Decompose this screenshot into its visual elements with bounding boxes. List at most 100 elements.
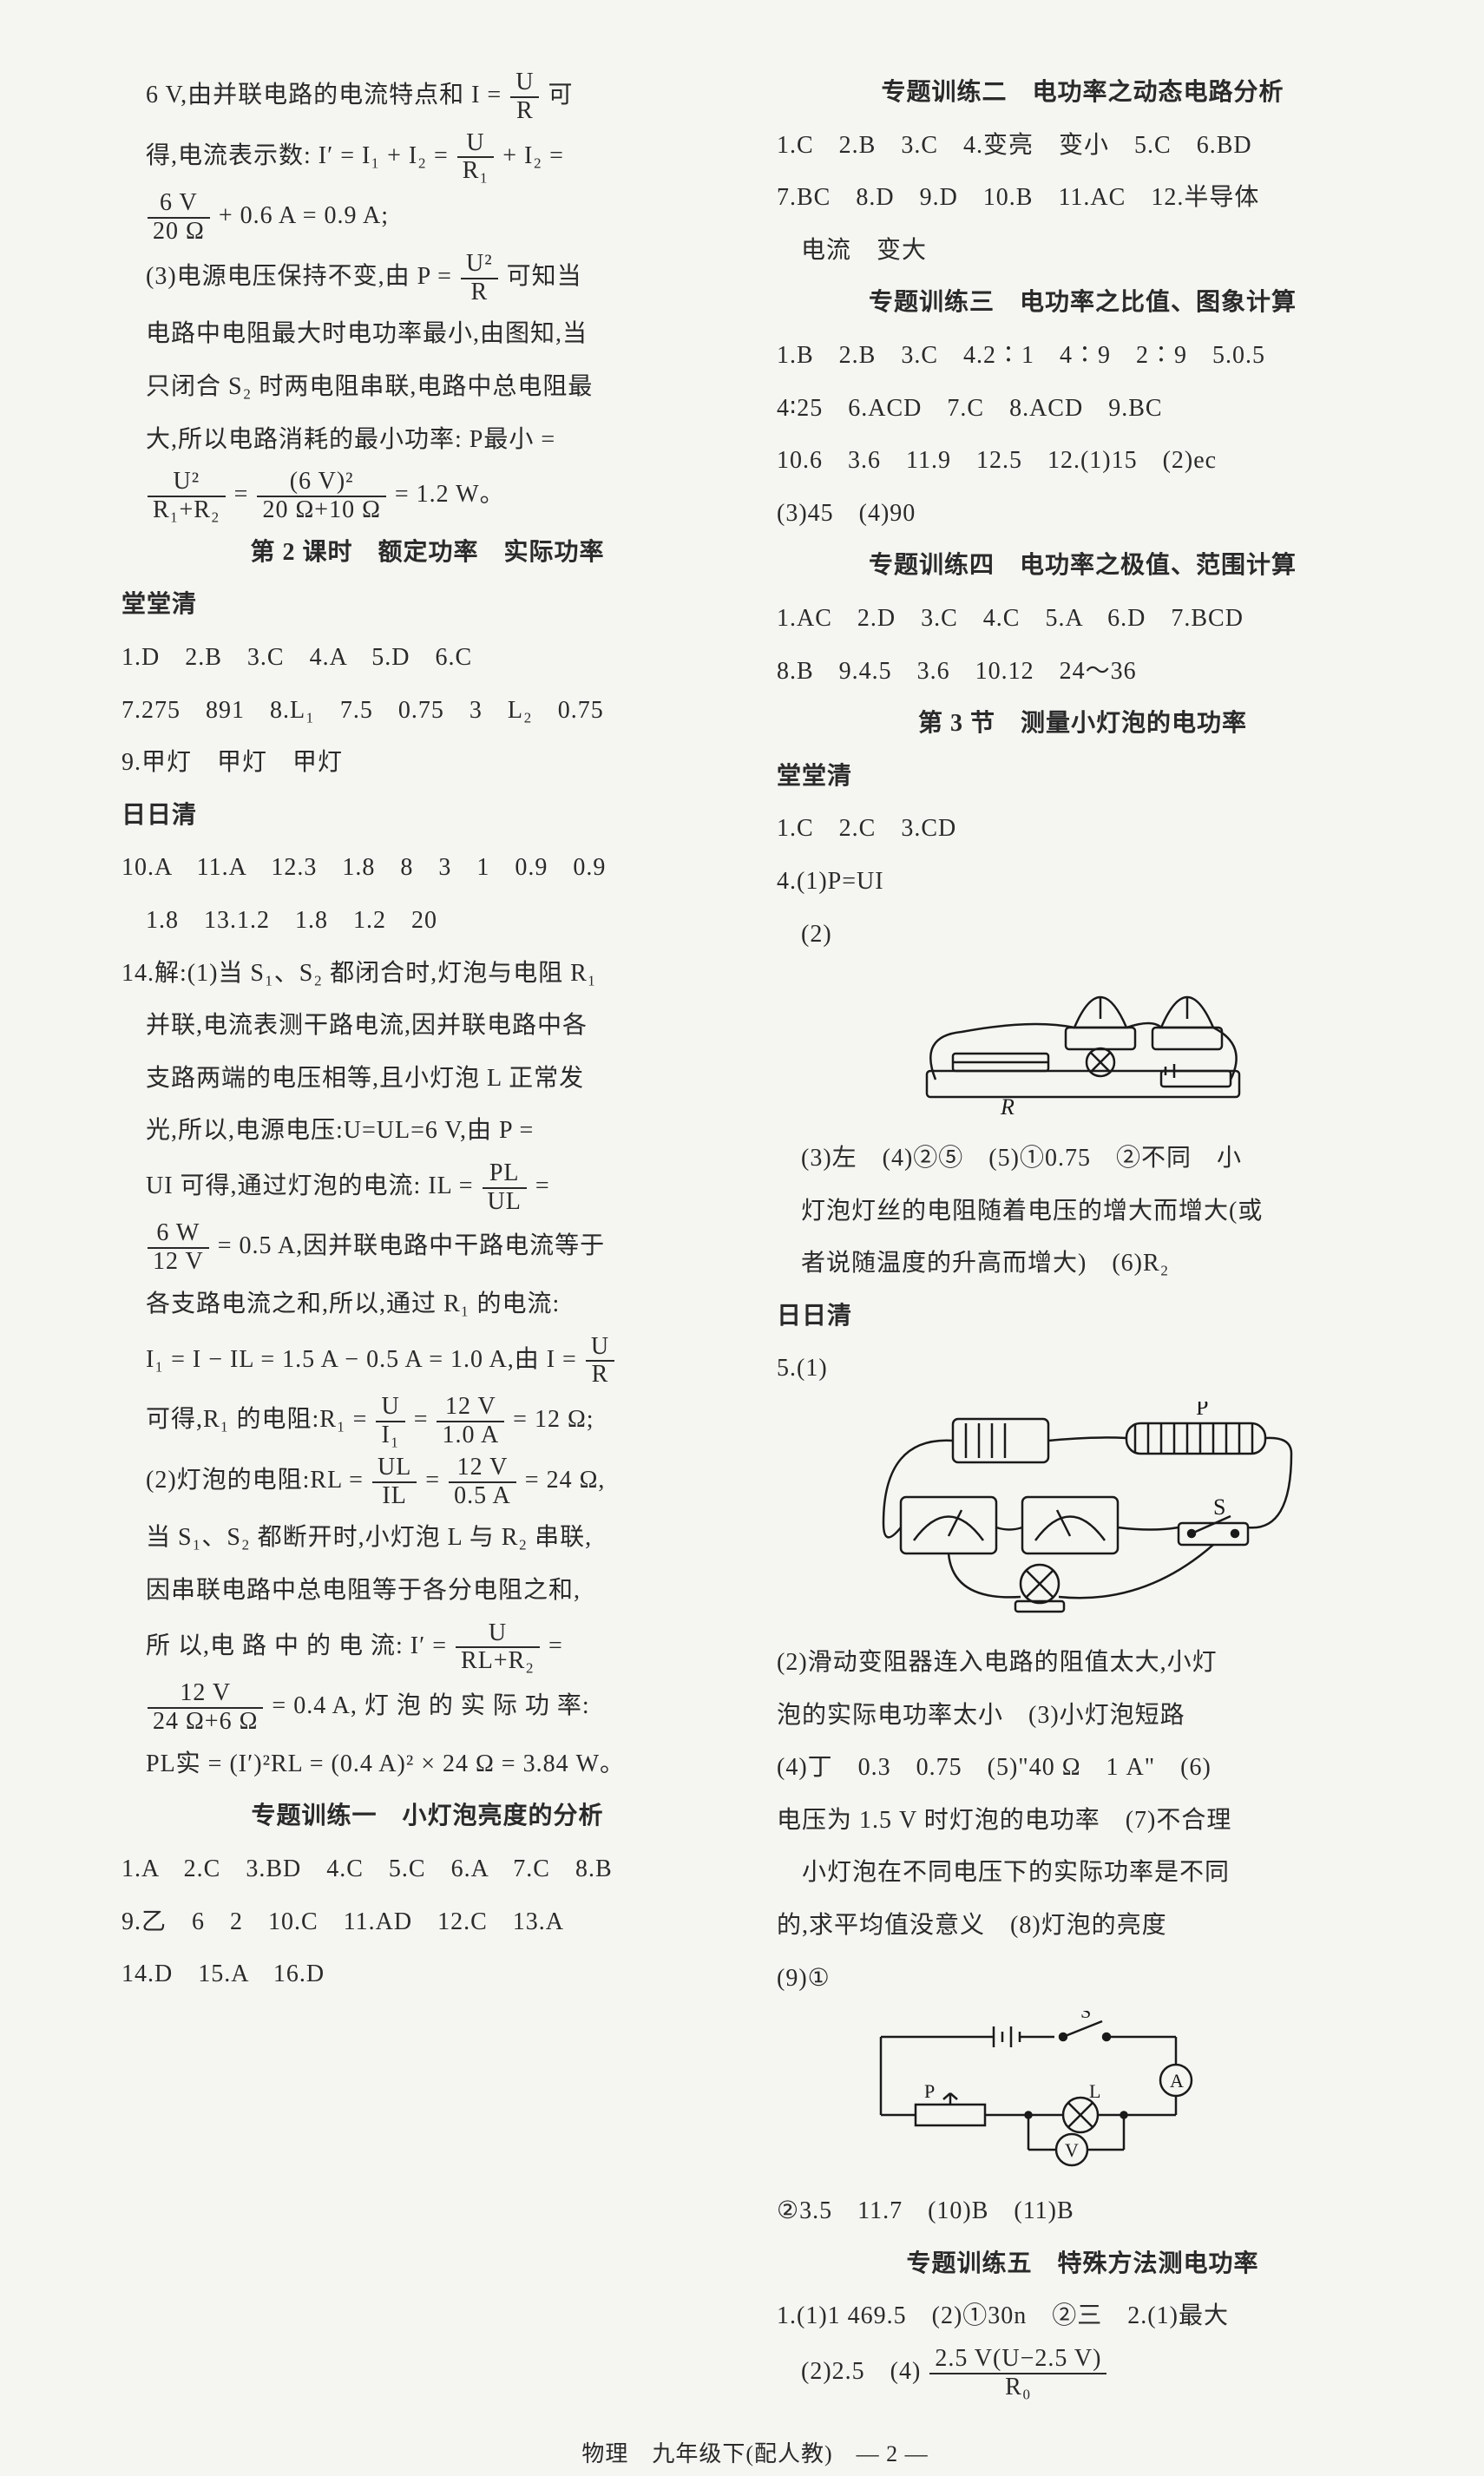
svg-text:R: R [1000, 1094, 1015, 1120]
answer-line: 9.甲灯 甲灯 甲灯 [121, 739, 733, 787]
answer-line: 各支路电流之和,所以,通过 R₁ 的电流: [121, 1281, 733, 1329]
svg-text:P: P [1196, 1402, 1209, 1420]
answer-line: 1.8 13.1.2 1.8 1.2 20 [121, 897, 733, 945]
text: 6 V,由并联电路的电流特点和 I = [146, 82, 502, 108]
text: I₁ = I − IL = 1.5 A − 0.5 A = 1.0 A,由 I … [146, 1346, 577, 1373]
answer-line: 4.(1)P=UI [777, 858, 1389, 906]
answer-line: 7.BC 8.D 9.D 10.B 11.AC 12.半导体 [777, 174, 1389, 222]
answer-line: 泡的实际电功率太小 (3)小灯泡短路 [777, 1692, 1389, 1740]
text-line: 所 以,电 路 中 的 电 流: I′ = URL+R₂ = [121, 1620, 733, 1676]
svg-text:S: S [1080, 2011, 1092, 2022]
answer-line: (3)45 (4)90 [777, 490, 1389, 538]
svg-text:P: P [924, 2080, 936, 2102]
answer-line: 当 S₁、S₂ 都断开时,小灯泡 L 与 R₂ 串联, [121, 1514, 733, 1562]
answer-line: (2)滑动变阻器连入电路的阻值太大,小灯 [777, 1639, 1389, 1687]
fraction: (6 V)²20 Ω+10 Ω [257, 469, 385, 524]
text: = 1.2 W。 [395, 481, 505, 508]
answer-line: 1.(1)1 469.5 (2)①30n ②三 2.(1)最大 [777, 2293, 1389, 2341]
answer-line: 小灯泡在不同电压下的实际功率是不同 [777, 1849, 1389, 1897]
answer-line: 并联,电流表测干路电流,因并联电路中各 [121, 1002, 733, 1050]
answer-line: 1.AC 2.D 3.C 4.C 5.A 6.D 7.BCD [777, 595, 1389, 643]
sub-heading: 堂堂清 [121, 581, 733, 629]
text-line: (2)灯泡的电阻:RL = ULIL = 12 V0.5 A = 24 Ω, [121, 1455, 733, 1510]
answer-line: 电压为 1.5 V 时灯泡的电功率 (7)不合理 [777, 1797, 1389, 1845]
answer-line: 10.6 3.6 11.9 12.5 12.(1)15 (2)ec [777, 437, 1389, 485]
text: = [414, 1406, 436, 1433]
text-line: 12 V24 Ω+6 Ω = 0.4 A, 灯 泡 的 实 际 功 率: [121, 1680, 733, 1736]
fraction: URL+R₂ [456, 1620, 540, 1676]
page-content: 6 V,由并联电路的电流特点和 I = UR 可 得,电流表示数: I′ = I… [121, 69, 1389, 2407]
fraction: U²R₁+R₂ [148, 469, 226, 524]
answer-line: 1.C 2.B 3.C 4.变亮 变小 5.C 6.BD [777, 122, 1389, 170]
answer-line: 1.D 2.B 3.C 4.A 5.D 6.C [121, 634, 733, 682]
answer-line: 的,求平均值没意义 (8)灯泡的亮度 [777, 1902, 1389, 1950]
text-line: 可得,R₁ 的电阻:R₁ = UI₁ = 12 V1.0 A = 12 Ω; [121, 1394, 733, 1449]
answer-line: 14.D 15.A 16.D [121, 1951, 733, 1999]
answer-line: 9.乙 6 2 10.C 11.AD 12.C 13.A [121, 1899, 733, 1947]
text: = [425, 1467, 447, 1494]
svg-text:A: A [1170, 2070, 1185, 2092]
circuit-diagram-1-icon: R [901, 967, 1265, 1123]
svg-text:V: V [1065, 2139, 1080, 2161]
text: 可得,R₁ 的电阻:R₁ = [146, 1406, 367, 1433]
section-heading: 专题训练二 电功率之动态电路分析 [777, 69, 1389, 117]
answer-line: 因串联电路中总电阻等于各分电阻之和, [121, 1567, 733, 1615]
answer-line: 7.275 891 8.L₁ 7.5 0.75 3 L₂ 0.75 [121, 687, 733, 735]
text: (3)电源电压保持不变,由 P = [146, 263, 452, 290]
text-line: 6 V,由并联电路的电流特点和 I = UR 可 [121, 69, 733, 125]
text-line: I₁ = I − IL = 1.5 A − 0.5 A = 1.0 A,由 I … [121, 1334, 733, 1389]
fraction: 2.5 V(U−2.5 V)R₀ [929, 2346, 1106, 2401]
answer-line: PL实 = (I′)²RL = (0.4 A)² × 24 Ω = 3.84 W… [121, 1741, 733, 1789]
fraction: 12 V0.5 A [449, 1455, 516, 1510]
fraction: PLUL [483, 1160, 527, 1216]
answer-line: 10.A 11.A 12.3 1.8 8 3 1 0.9 0.9 [121, 844, 733, 892]
answer-line: 4∶25 6.ACD 7.C 8.ACD 9.BC [777, 385, 1389, 433]
text: = [535, 1172, 550, 1199]
section-heading: 专题训练一 小灯泡亮度的分析 [121, 1793, 733, 1841]
text-line: 电路中电阻最大时电功率最小,由图知,当 [121, 311, 733, 358]
answer-line: 灯泡灯丝的电阻随着电压的增大而增大(或 [777, 1188, 1389, 1236]
section-heading: 专题训练三 电功率之比值、图象计算 [777, 279, 1389, 327]
text: = 0.5 A,因并联电路中干路电流等于 [218, 1233, 605, 1260]
answer-line: 支路两端的电压相等,且小灯泡 L 正常发 [121, 1055, 733, 1103]
answer-line: 5.(1) [777, 1345, 1389, 1393]
circuit-diagram-2-icon: P S [849, 1402, 1317, 1627]
answer-line: 光,所以,电源电压:U=UL=6 V,由 P = [121, 1107, 733, 1155]
answer-line: (4)丁 0.3 0.75 (5)"40 Ω 1 A" (6) [777, 1744, 1389, 1792]
fraction: 6 V20 Ω [148, 190, 210, 246]
fraction: UR [586, 1334, 614, 1389]
fraction: ULIL [372, 1455, 417, 1510]
section-heading: 第 3 节 测量小灯泡的电功率 [777, 700, 1389, 748]
answer-line: ②3.5 11.7 (10)B (11)B [777, 2188, 1389, 2236]
answer-line: (2) [777, 911, 1389, 959]
text-line: 6 W12 V = 0.5 A,因并联电路中干路电流等于 [121, 1220, 733, 1276]
answer-line: 者说随温度的升高而增大) (6)R₂ [777, 1240, 1389, 1288]
answer-line: 1.B 2.B 3.C 4.2∶1 4∶9 2∶9 5.0.5 [777, 332, 1389, 380]
text-line: (3)电源电压保持不变,由 P = U²R 可知当 [121, 251, 733, 306]
answer-line: 电流 变大 [777, 227, 1389, 275]
left-column: 6 V,由并联电路的电流特点和 I = UR 可 得,电流表示数: I′ = I… [121, 69, 733, 2407]
answer-line: (9)① [777, 1955, 1389, 2003]
right-column: 专题训练二 电功率之动态电路分析 1.C 2.B 3.C 4.变亮 变小 5.C… [777, 69, 1389, 2407]
sub-heading: 堂堂清 [777, 753, 1389, 801]
answer-line: 1.C 2.C 3.CD [777, 805, 1389, 853]
fraction: UR₁ [457, 130, 494, 186]
fraction: 6 W12 V [148, 1220, 209, 1276]
text: + 0.6 A = 0.9 A; [219, 202, 389, 229]
fraction: UI₁ [376, 1394, 404, 1449]
page-footer: 物理 九年级下(配人教) — 2 — [121, 2433, 1389, 2476]
text: UI 可得,通过灯泡的电流: IL = [146, 1172, 474, 1199]
text-line: 得,电流表示数: I′ = I₁ + I₂ = UR₁ + I₂ = [121, 130, 733, 186]
section-heading: 专题训练四 电功率之极值、范围计算 [777, 542, 1389, 590]
text: + I₂ = [502, 142, 564, 169]
text-line: UI 可得,通过灯泡的电流: IL = PLUL = [121, 1160, 733, 1216]
text: = 24 Ω, [525, 1467, 606, 1494]
text-line: 只闭合 S₂ 时两电阻串联,电路中总电阻最 [121, 364, 733, 411]
text: = [234, 481, 256, 508]
text: = 0.4 A, 灯 泡 的 实 际 功 率: [272, 1692, 589, 1719]
section-heading: 专题训练五 特殊方法测电功率 [777, 2241, 1389, 2289]
text: 可 [548, 82, 573, 108]
text-line: 6 V20 Ω + 0.6 A = 0.9 A; [121, 190, 733, 246]
fraction: UR [510, 69, 539, 125]
sub-heading: 日日清 [777, 1293, 1389, 1341]
